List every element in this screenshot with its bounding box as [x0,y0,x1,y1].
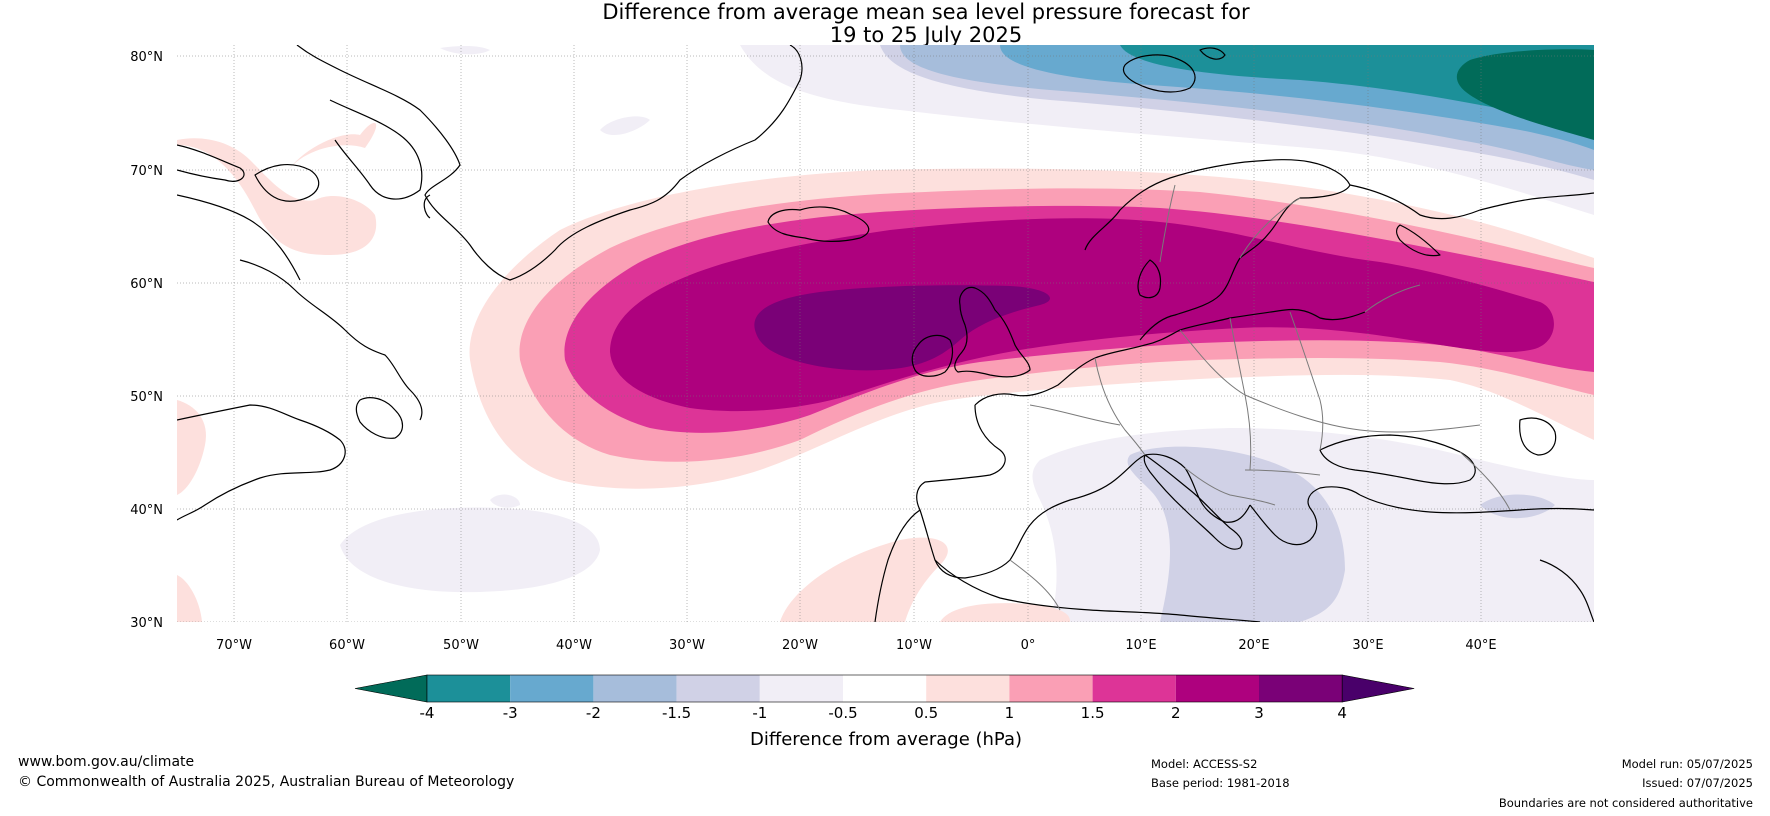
colorbar-segment [1259,675,1343,702]
lat-label: 80°N [130,50,163,65]
colorbar-tick-label: 1 [1005,704,1015,722]
colorbar-tick-label: 1.5 [1081,704,1105,722]
colorbar-tick-label: 0.5 [914,704,938,722]
lon-label: 70°W [216,638,252,653]
colorbar-segment [926,675,1010,702]
colorbar-tick-labels: -4 -3 -2 -1.5 -1 -0.5 0.5 1 1.5 2 3 4 [420,704,1347,722]
colorbar-tick-label: -2 [586,704,601,722]
footer-issued: Issued: 07/07/2025 [1642,776,1753,790]
footer-base-period: Base period: 1981-2018 [1151,776,1290,790]
colorbar-segment [1092,675,1176,702]
lon-label: 10°E [1125,638,1156,653]
colorbar-segments [354,674,1415,703]
colorbar-segment [676,675,760,702]
colorbar: -4 -3 -2 -1.5 -1 -0.5 0.5 1 1.5 2 3 4 Difference fr… [354,674,1415,750]
lon-label: 10°W [896,638,932,653]
positive-anomaly-west [177,122,377,622]
map-panel [177,45,1594,622]
colorbar-segment [593,675,677,702]
lat-label: 70°N [130,164,163,179]
lat-label: 30°N [130,616,163,631]
map-title-line1: Difference from average mean sea level p… [602,0,1250,24]
colorbar-tick-label: -1.5 [662,704,691,722]
lon-label: 50°W [443,638,479,653]
footer-website: www.bom.gov.au/climate [18,754,195,770]
lat-label: 40°N [130,503,163,518]
colorbar-tick-label: -0.5 [828,704,857,722]
colorbar-tick-label: -3 [503,704,518,722]
negative-anomaly-north [440,45,1594,215]
lat-label: 50°N [130,390,163,405]
map-title-line2: 19 to 25 July 2025 [829,23,1023,47]
lon-label: 60°W [329,638,365,653]
colorbar-segment [1009,675,1093,702]
footer-boundaries: Boundaries are not considered authoritat… [1498,796,1753,810]
colorbar-segment [843,675,927,702]
latitude-labels: 80°N 70°N 60°N 50°N 40°N 30°N [130,50,163,631]
footer-model-run: Model run: 05/07/2025 [1621,757,1753,771]
colorbar-label: Difference from average (hPa) [750,729,1022,750]
country-borders [1009,184,1511,611]
lon-label: 0° [1021,638,1036,653]
lon-label: 20°E [1238,638,1269,653]
footer-model: Model: ACCESS-S2 [1151,757,1258,771]
colorbar-tick-label: -4 [420,704,435,722]
colorbar-segment [510,675,594,702]
lon-label: 30°E [1352,638,1383,653]
colorbar-tick-label: 4 [1337,704,1347,722]
colorbar-segment [427,675,511,702]
colorbar-tick-label: 3 [1254,704,1264,722]
colorbar-segment [759,675,843,702]
lon-label: 40°W [556,638,592,653]
positive-anomaly-southwest [780,537,1070,622]
lon-label: 40°E [1465,638,1496,653]
colorbar-outline [426,674,1343,703]
positive-anomaly-main [469,168,1594,489]
longitude-labels: 70°W 60°W 50°W 40°W 30°W 20°W 10°W 0° 10… [216,638,1497,653]
lat-label: 60°N [130,277,163,292]
graticule [177,45,1594,622]
lon-label: 20°W [782,638,818,653]
lon-label: 30°W [669,638,705,653]
colorbar-segment [1175,675,1259,702]
coastlines [177,45,1594,622]
colorbar-tick-label: -1 [752,704,767,722]
colorbar-arrow-high [1341,674,1415,703]
colorbar-arrow-low [354,674,428,703]
footer-copyright: © Commonwealth of Australia 2025, Austra… [18,774,515,790]
colorbar-tick-label: 2 [1171,704,1181,722]
